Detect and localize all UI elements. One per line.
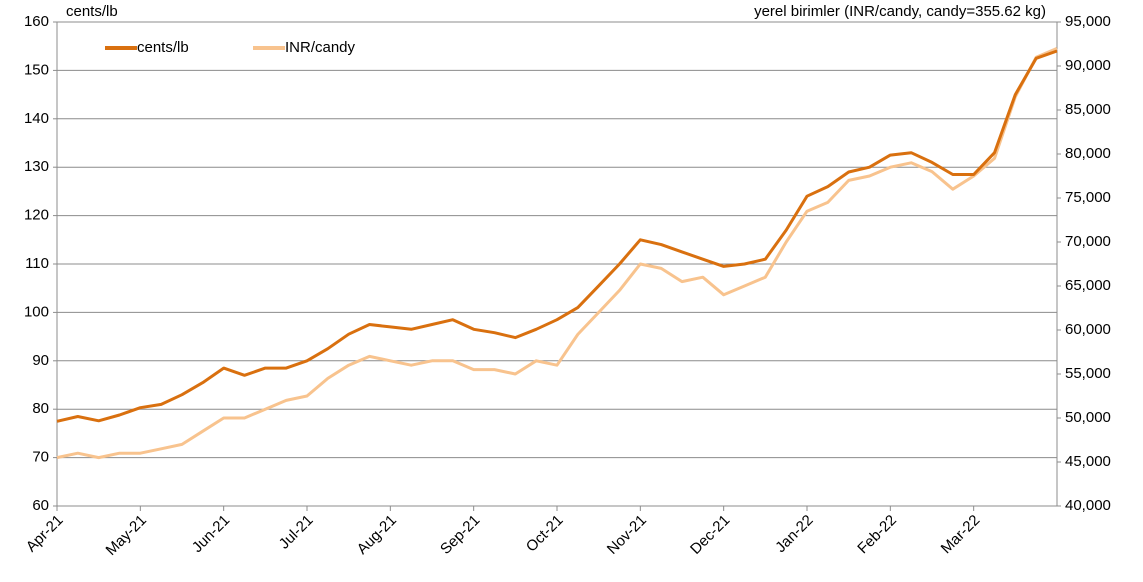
y-tick-label: 160 (24, 13, 49, 30)
y2-axis-title: yerel birimler (INR/candy, candy=355.62 … (754, 3, 1046, 20)
y-tick-label: 100 (24, 303, 49, 320)
x-tick-label: Mar-22 (938, 512, 984, 558)
x-tick-label: Aug-21 (354, 512, 400, 558)
y2-tick-label: 75,000 (1065, 189, 1111, 206)
x-tick-label: Jul-21 (276, 512, 317, 553)
x-tick-label: Feb-22 (854, 512, 900, 558)
x-tick-label: Oct-21 (523, 512, 567, 556)
y-tick-label: 80 (32, 400, 49, 417)
y-tick-label: 60 (32, 497, 49, 514)
y-tick-label: 90 (32, 352, 49, 369)
x-tick-label: Nov-21 (604, 512, 650, 558)
x-tick-label: Apr-21 (23, 512, 67, 556)
y2-tick-label: 70,000 (1065, 233, 1111, 250)
y2-tick-label: 95,000 (1065, 13, 1111, 30)
y-tick-label: 140 (24, 110, 49, 127)
y-axis-title: cents/lb (66, 3, 118, 20)
legend-label: cents/lb (137, 39, 189, 56)
legend-label: INR/candy (285, 39, 356, 56)
x-tick-label: Jan-22 (772, 512, 816, 556)
line-series (56, 47, 1058, 460)
line-series (56, 49, 1058, 423)
y2-tick-label: 90,000 (1065, 57, 1111, 74)
y2-tick-label: 55,000 (1065, 365, 1111, 382)
y2-tick-label: 50,000 (1065, 409, 1111, 426)
y2-tick-label: 60,000 (1065, 321, 1111, 338)
x-tick-label: Jun-21 (189, 512, 233, 556)
y2-tick-label: 45,000 (1065, 453, 1111, 470)
y-tick-label: 120 (24, 207, 49, 224)
x-tick-label: Dec-21 (687, 512, 733, 558)
x-tick-label: May-21 (103, 512, 150, 559)
y2-tick-label: 65,000 (1065, 277, 1111, 294)
y-tick-label: 130 (24, 158, 49, 175)
y-tick-label: 70 (32, 449, 49, 466)
y-tick-label: 150 (24, 61, 49, 78)
x-tick-label: Sep-21 (437, 512, 483, 558)
y2-tick-label: 85,000 (1065, 101, 1111, 118)
y-tick-label: 110 (25, 255, 49, 272)
y2-tick-label: 80,000 (1065, 145, 1111, 162)
y2-tick-label: 40,000 (1065, 497, 1111, 514)
